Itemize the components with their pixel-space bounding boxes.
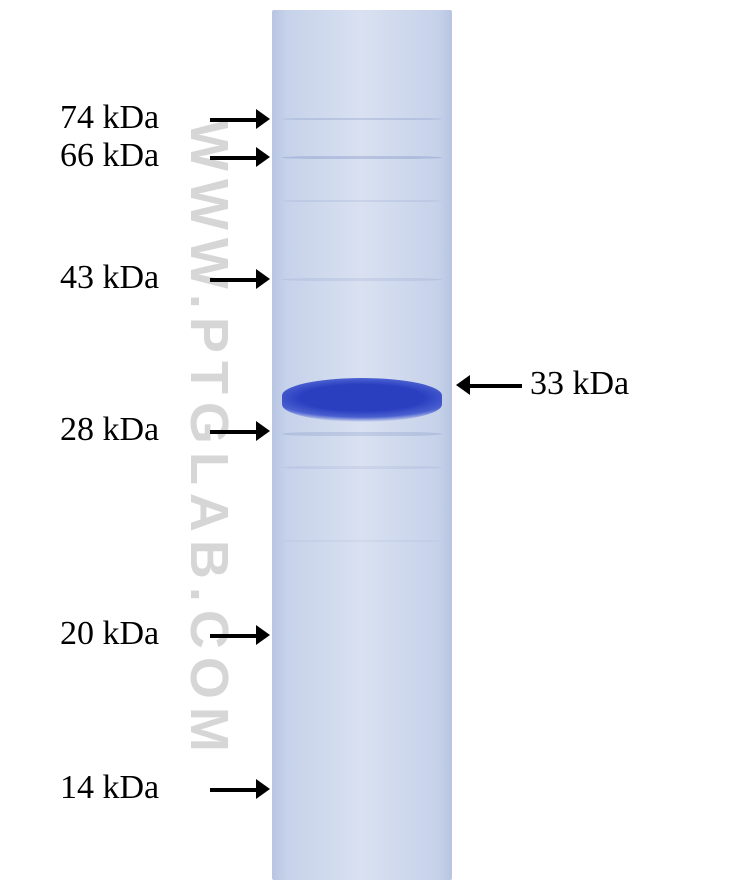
marker-arrow-head — [256, 109, 270, 129]
marker-arrow-line — [210, 156, 258, 160]
marker-arrow-line — [210, 788, 258, 792]
target-arrow-line — [468, 384, 522, 388]
target-arrow-head — [456, 375, 470, 395]
mw-marker-label: 66 kDa — [60, 137, 159, 175]
mw-marker-label: 74 kDa — [60, 99, 159, 137]
mw-marker-label: 28 kDa — [60, 411, 159, 449]
marker-arrow-head — [256, 625, 270, 645]
marker-arrow-line — [210, 634, 258, 638]
faint-band — [282, 156, 442, 159]
mw-marker-label: 20 kDa — [60, 615, 159, 653]
faint-band — [282, 466, 442, 469]
mw-marker-label: 43 kDa — [60, 259, 159, 297]
mw-marker-label: 14 kDa — [60, 769, 159, 807]
faint-band — [282, 278, 442, 281]
faint-band — [282, 432, 442, 436]
faint-band — [282, 200, 442, 202]
marker-arrow-line — [210, 430, 258, 434]
marker-arrow-head — [256, 779, 270, 799]
marker-arrow-head — [256, 147, 270, 167]
watermark-text: WWW.PTGLAB.COM — [178, 120, 240, 760]
gel-lane — [272, 10, 452, 880]
faint-band — [282, 540, 442, 542]
marker-arrow-head — [256, 269, 270, 289]
target-band-label: 33 kDa — [530, 365, 629, 403]
marker-arrow-head — [256, 421, 270, 441]
main-protein-band — [282, 378, 442, 422]
marker-arrow-line — [210, 118, 258, 122]
faint-band — [282, 118, 442, 120]
marker-arrow-line — [210, 278, 258, 282]
